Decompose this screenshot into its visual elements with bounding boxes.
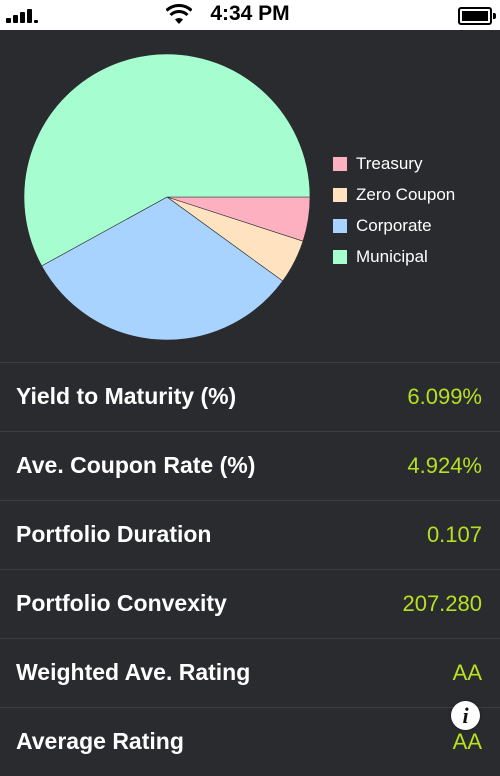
legend-item: Municipal xyxy=(333,241,455,272)
metric-value: 0.107 xyxy=(426,522,482,547)
metric-row: Portfolio Convexity 207.280 xyxy=(0,569,500,638)
legend-item: Treasury xyxy=(333,148,455,179)
legend-label: Treasury xyxy=(356,153,423,173)
legend-swatch xyxy=(333,156,347,171)
status-bar: 4:34 PM xyxy=(0,0,500,30)
metric-label: Portfolio Convexity xyxy=(16,590,227,616)
metrics-list: Yield to Maturity (%) 6.099% Ave. Coupon R… xyxy=(0,362,500,776)
allocation-chart: Treasury Zero Coupon Corporate Municipal xyxy=(0,30,500,363)
legend-item: Zero Coupon xyxy=(333,179,455,210)
metric-label: Ave. Coupon Rate (%) xyxy=(16,452,256,478)
pie-slice-municipal xyxy=(23,53,311,267)
metric-value: AA xyxy=(452,660,482,685)
legend-item: Corporate xyxy=(333,210,455,241)
metric-value: AA xyxy=(452,729,482,754)
wifi-icon xyxy=(166,4,192,24)
chart-legend: Treasury Zero Coupon Corporate Municipal xyxy=(333,148,455,272)
metric-value: 4.924% xyxy=(407,453,482,478)
metric-label: Weighted Ave. Rating xyxy=(16,659,251,685)
battery-icon xyxy=(458,7,496,25)
metric-label: Portfolio Duration xyxy=(16,521,212,547)
metric-label: Yield to Maturity (%) xyxy=(16,383,237,409)
metric-row: Weighted Ave. Rating AA xyxy=(0,638,500,707)
metric-row: Average Rating AA xyxy=(0,707,500,776)
metric-value: 6.099% xyxy=(407,384,482,409)
info-icon[interactable]: i xyxy=(451,701,480,730)
metric-row: Portfolio Duration 0.107 xyxy=(0,500,500,569)
status-time: 4:34 PM xyxy=(210,2,290,25)
legend-swatch xyxy=(333,187,347,202)
pie-slice-corporate xyxy=(41,196,284,341)
metric-label: Average Rating xyxy=(16,728,184,754)
signal-bars-icon xyxy=(6,7,40,23)
legend-label: Corporate xyxy=(356,215,432,235)
metric-row: Yield to Maturity (%) 6.099% xyxy=(0,362,500,431)
legend-label: Zero Coupon xyxy=(356,184,456,204)
legend-swatch xyxy=(333,249,347,264)
metric-value: 207.280 xyxy=(402,591,482,616)
pie-chart xyxy=(23,53,311,341)
legend-label: Municipal xyxy=(356,246,428,266)
legend-swatch xyxy=(333,218,347,233)
metric-row: Ave. Coupon Rate (%) 4.924% xyxy=(0,431,500,500)
